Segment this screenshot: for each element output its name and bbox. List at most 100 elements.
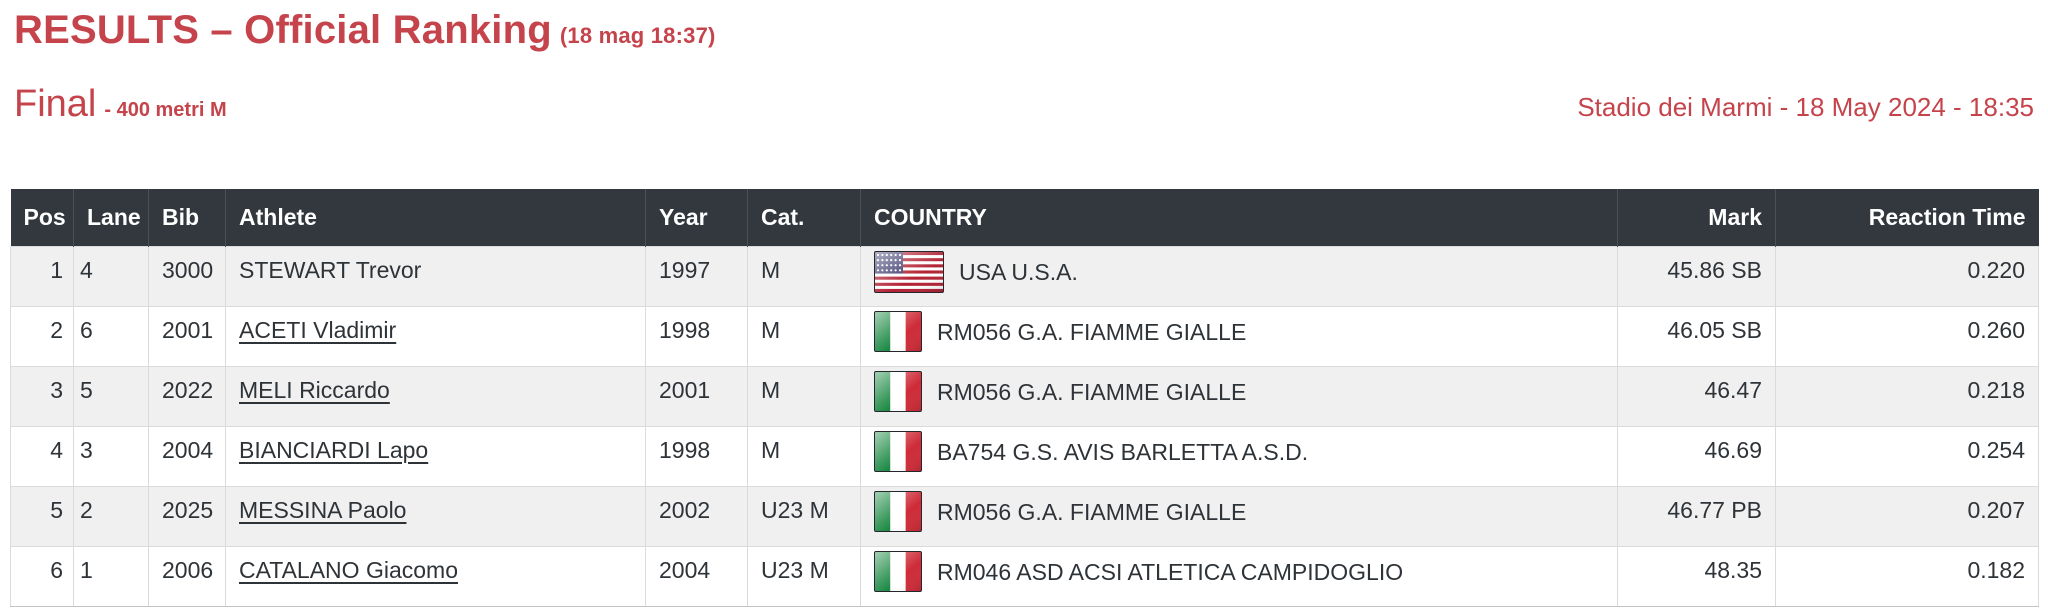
column-header-athlete: Athlete [225, 189, 646, 246]
country-cell: RM046 ASD ACSI ATLETICA CAMPIDOGLIO [860, 545, 1618, 607]
athlete-link[interactable]: MELI Riccardo [239, 376, 390, 403]
table-row: 2 6 2001 ACETI Vladimir 1998 M RM056 G.A. FIAM… [10, 305, 2039, 367]
pos-cell: 5 [10, 485, 74, 547]
athlete-cell: MESSINA Paolo [225, 485, 646, 547]
cat-cell: M [747, 425, 861, 487]
club-name: RM056 G.A. FIAMME GIALLE [937, 318, 1247, 345]
table-row: 3 5 2022 MELI Riccardo 2001 M RM056 G.A. FIAMM… [10, 365, 2039, 427]
results-timestamp: (18 mag 18:37) [559, 23, 716, 48]
club-name: RM056 G.A. FIAMME GIALLE [937, 498, 1247, 525]
athlete-cell: BIANCIARDI Lapo [225, 425, 646, 487]
column-header-lane: Lane [73, 189, 149, 246]
mark-cell: 46.77 PB [1617, 485, 1776, 547]
venue-date-time: Stadio dei Marmi - 18 May 2024 - 18:35 [1577, 92, 2034, 122]
bib-cell: 2022 [148, 365, 226, 427]
athlete-cell: CATALANO Giacomo [225, 545, 646, 607]
pos-cell: 6 [10, 545, 74, 607]
mark-cell: 45.86 SB [1617, 245, 1776, 307]
italy-flag-icon [874, 430, 922, 472]
athlete-link[interactable]: BIANCIARDI Lapo [239, 436, 429, 463]
athlete-cell: MELI Riccardo [225, 365, 646, 427]
year-cell: 1998 [645, 305, 748, 367]
club-name: RM056 G.A. FIAMME GIALLE [937, 378, 1247, 405]
country-cell: RM056 G.A. FIAMME GIALLE [860, 305, 1618, 367]
lane-cell: 4 [73, 245, 149, 307]
lane-cell: 1 [73, 545, 149, 607]
country-cell: RM056 G.A. FIAMME GIALLE [860, 485, 1618, 547]
column-header-mark: Mark [1617, 189, 1776, 246]
italy-flag-icon [874, 550, 922, 592]
table-row: 1 4 3000 STEWART Trevor 1997 M USA U.S.A. 45.86… [10, 245, 2039, 307]
reaction-cell: 0.218 [1775, 365, 2039, 427]
event-round: Final [14, 83, 97, 125]
country-cell-content: BA754 G.S. AVIS BARLETTA A.S.D. [874, 430, 1604, 472]
table-header-row: Pos Lane Bib Athlete Year Cat. COUNTRY Mark Reac… [10, 189, 2039, 246]
page-title: RESULTS – Official Ranking (18 mag 18:37) [14, 6, 2034, 60]
club-name: BA754 G.S. AVIS BARLETTA A.S.D. [937, 438, 1309, 465]
athlete-link[interactable]: ACETI Vladimir [239, 316, 397, 343]
mark-cell: 48.35 [1617, 545, 1776, 607]
column-header-year: Year [645, 189, 748, 246]
reaction-cell: 0.207 [1775, 485, 2039, 547]
pos-cell: 2 [10, 305, 74, 367]
bib-cell: 2004 [148, 425, 226, 487]
page-header: RESULTS – Official Ranking (18 mag 18:37)… [0, 0, 2048, 132]
results-table-head: Pos Lane Bib Athlete Year Cat. COUNTRY Mark Reac… [10, 189, 2039, 246]
athlete-cell: ACETI Vladimir [225, 305, 646, 367]
club-name: RM046 ASD ACSI ATLETICA CAMPIDOGLIO [937, 558, 1404, 585]
lane-cell: 6 [73, 305, 149, 367]
bib-cell: 2006 [148, 545, 226, 607]
italy-flag-icon [874, 490, 922, 532]
athlete-link[interactable]: CATALANO Giacomo [239, 556, 458, 583]
reaction-cell: 0.220 [1775, 245, 2039, 307]
column-header-country: COUNTRY [860, 189, 1618, 246]
table-row: 4 3 2004 BIANCIARDI Lapo 1998 M BA754 G.S. AVI… [10, 425, 2039, 487]
table-row: 6 1 2006 CATALANO Giacomo 2004 U23 M RM046 ASD… [10, 545, 2039, 607]
page-title-text: RESULTS – Official Ranking [14, 8, 552, 52]
usa-flag-icon [874, 250, 944, 293]
bib-cell: 2025 [148, 485, 226, 547]
country-cell-content: RM056 G.A. FIAMME GIALLE [874, 310, 1604, 352]
year-cell: 2001 [645, 365, 748, 427]
cat-cell: U23 M [747, 485, 861, 547]
mark-cell: 46.69 [1617, 425, 1776, 487]
year-cell: 1997 [645, 245, 748, 307]
reaction-cell: 0.254 [1775, 425, 2039, 487]
lane-cell: 3 [73, 425, 149, 487]
athlete-name: STEWART Trevor [239, 256, 422, 283]
results-table-body: 1 4 3000 STEWART Trevor 1997 M USA U.S.A. 45.86… [10, 245, 2039, 607]
event-detail: - 400 metri M [104, 99, 227, 121]
country-cell: BA754 G.S. AVIS BARLETTA A.S.D. [860, 425, 1618, 487]
column-header-pos: Pos [10, 189, 74, 246]
year-cell: 2002 [645, 485, 748, 547]
reaction-cell: 0.260 [1775, 305, 2039, 367]
country-cell-content: RM056 G.A. FIAMME GIALLE [874, 370, 1604, 412]
year-cell: 1998 [645, 425, 748, 487]
column-header-reaction: Reaction Time [1775, 189, 2039, 246]
country-cell-content: USA U.S.A. [874, 250, 1604, 293]
cat-cell: M [747, 365, 861, 427]
cat-cell: M [747, 305, 861, 367]
bib-cell: 2001 [148, 305, 226, 367]
country-cell: RM056 G.A. FIAMME GIALLE [860, 365, 1618, 427]
lane-cell: 2 [73, 485, 149, 547]
cat-cell: M [747, 245, 861, 307]
mark-cell: 46.47 [1617, 365, 1776, 427]
year-cell: 2004 [645, 545, 748, 607]
table-row: 5 2 2025 MESSINA Paolo 2002 U23 M RM056 G.A. F… [10, 485, 2039, 547]
reaction-cell: 0.182 [1775, 545, 2039, 607]
club-name: USA U.S.A. [959, 258, 1078, 285]
event-subheader: Final - 400 metri M Stadio dei Marmi - 18… [14, 84, 2034, 132]
event-info: Final - 400 metri M [14, 84, 227, 132]
lane-cell: 5 [73, 365, 149, 427]
results-table: Pos Lane Bib Athlete Year Cat. COUNTRY Mark Reac… [10, 189, 2039, 607]
country-cell: USA U.S.A. [860, 245, 1618, 307]
athlete-link[interactable]: MESSINA Paolo [239, 496, 407, 523]
country-cell-content: RM046 ASD ACSI ATLETICA CAMPIDOGLIO [874, 550, 1604, 592]
country-cell-content: RM056 G.A. FIAMME GIALLE [874, 490, 1604, 532]
cat-cell: U23 M [747, 545, 861, 607]
pos-cell: 1 [10, 245, 74, 307]
column-header-bib: Bib [148, 189, 226, 246]
italy-flag-icon [874, 310, 922, 352]
pos-cell: 3 [10, 365, 74, 427]
